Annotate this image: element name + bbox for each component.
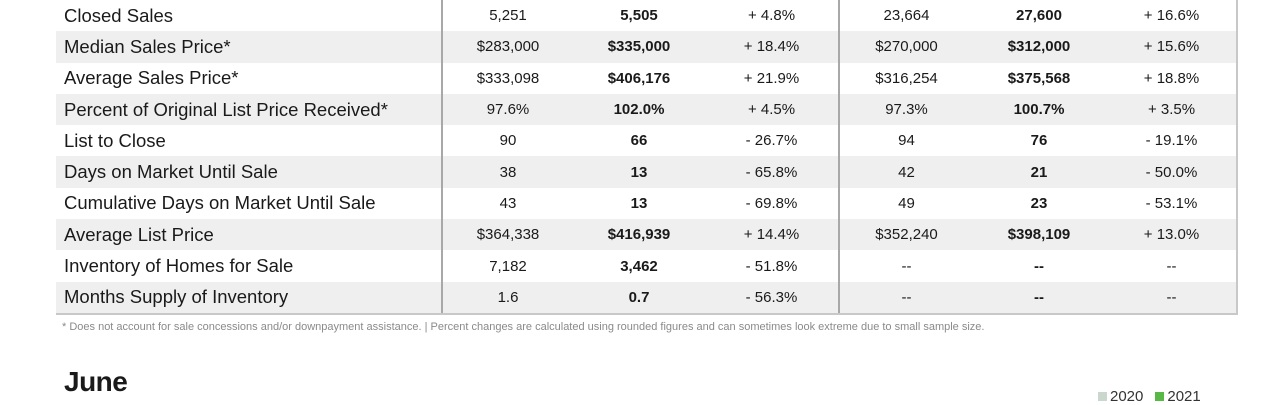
legend-label-2021: 2021 (1167, 388, 1201, 405)
cell-b: 5,505 (620, 7, 658, 25)
cell-d: 23,664 (838, 0, 973, 32)
cell-a: 90 (441, 125, 573, 157)
cell-f: + 13.0% (1105, 219, 1238, 251)
table-row: List to Close 90 66 - 26.7% 94 76 - 19.1% (56, 125, 1238, 157)
table-row: Months Supply of Inventory 1.6 0.7- 56.3% -… (56, 281, 1238, 313)
cell-f: -- (1166, 257, 1177, 275)
cell-e: -- (1034, 257, 1044, 275)
stats-table: Closed Sales 5,251 5,505 + 4.8% 23,664 27,600… (56, 0, 1239, 313)
cell-c: + 21.9% (743, 69, 800, 87)
row-label: Average Sales Price* (64, 67, 239, 89)
cell-a: $283,000 (441, 31, 573, 63)
table-row: Days on Market Until Sale 38 13- 65.8% 42 21… (56, 156, 1238, 188)
cell-b: $406,176 (607, 69, 671, 87)
cell-f: + 18.8% (1143, 69, 1200, 87)
row-label: List to Close (64, 129, 166, 151)
cell-f: - 50.0% (1105, 156, 1238, 188)
cell-c: - 69.8% (745, 194, 798, 212)
cell-a: 1.6 (441, 281, 573, 313)
cell-d: 94 (838, 125, 973, 157)
row-label: Cumulative Days on Market Until Sale (64, 192, 376, 214)
cell-d: $270,000 (838, 31, 973, 63)
row-label: Percent of Original List Price Received* (56, 93, 442, 126)
cell-c: - 56.3% (705, 281, 839, 313)
cell-c: - 26.7% (745, 132, 798, 150)
row-label: Months Supply of Inventory (56, 281, 442, 313)
section-title: June (64, 366, 128, 397)
cell-b: $416,939 (573, 219, 705, 251)
cell-c: + 4.5% (705, 93, 839, 126)
table-row: Percent of Original List Price Received*… (56, 93, 1238, 126)
table-row: Cumulative Days on Market Until Sale 43 13… (56, 187, 1238, 220)
cell-b: 3,462 (620, 257, 658, 275)
cell-d: 49 (838, 187, 973, 220)
stats-table-body: Closed Sales 5,251 5,505 + 4.8% 23,664 27,600… (56, 0, 1238, 313)
cell-e: $375,568 (1007, 69, 1071, 87)
row-label: Average List Price (56, 219, 442, 251)
cell-e: 23 (1030, 194, 1048, 212)
cell-e: $312,000 (973, 31, 1105, 63)
cell-b: 13 (630, 194, 648, 212)
cell-f: - 53.1% (1145, 194, 1198, 212)
chart-legend: 2020 2021 (1098, 388, 1201, 405)
cell-f: + 3.5% (1105, 93, 1238, 126)
cell-d: 97.3% (838, 93, 973, 126)
table-row: Closed Sales 5,251 5,505 + 4.8% 23,664 27,600… (56, 0, 1238, 32)
cell-f: + 16.6% (1143, 7, 1200, 25)
stats-table-container: Closed Sales 5,251 5,505 + 4.8% 23,664 27,600… (56, 0, 1238, 313)
cell-e: $398,109 (973, 219, 1105, 251)
cell-c: + 14.4% (705, 219, 839, 251)
cell-a: 38 (441, 156, 573, 188)
cell-e: 21 (973, 156, 1105, 188)
cell-c: + 4.8% (747, 7, 796, 25)
cell-d: -- (838, 250, 973, 282)
legend-item-2020: 2020 (1098, 388, 1143, 405)
cell-e: 100.7% (973, 93, 1105, 126)
cell-a: 97.6% (441, 93, 573, 126)
legend-swatch-2020 (1098, 392, 1107, 401)
cell-e: 27,600 (1016, 7, 1062, 25)
cell-e: 76 (1030, 132, 1048, 150)
row-label: Closed Sales (64, 4, 174, 26)
footnote: * Does not account for sale concessions … (62, 321, 985, 333)
table-row: Average Sales Price* $333,098 $406,176 + 21… (56, 62, 1238, 94)
cell-a: 7,182 (441, 250, 573, 282)
cell-c: - 51.8% (745, 257, 798, 275)
cell-b: $335,000 (573, 31, 705, 63)
cell-c: - 65.8% (705, 156, 839, 188)
cell-d: $352,240 (838, 219, 973, 251)
cell-d: 42 (838, 156, 973, 188)
table-row: Inventory of Homes for Sale 7,182 3,462 - 5… (56, 250, 1238, 282)
row-label: Days on Market Until Sale (56, 156, 442, 188)
cell-b: 13 (573, 156, 705, 188)
legend-item-2021: 2021 (1155, 388, 1201, 405)
cell-a: 5,251 (441, 0, 573, 32)
cell-b: 102.0% (573, 93, 705, 126)
cell-e: -- (973, 281, 1105, 313)
row-label: Median Sales Price* (56, 31, 442, 63)
cell-c: + 18.4% (705, 31, 839, 63)
table-row: Average List Price $364,338 $416,939 + 14.4… (56, 219, 1238, 251)
cell-d: $316,254 (838, 62, 973, 94)
row-label: Inventory of Homes for Sale (64, 255, 294, 277)
table-row: Median Sales Price* $283,000 $335,000 + 18.… (56, 31, 1238, 63)
cell-f: -- (1105, 281, 1238, 313)
legend-label-2020: 2020 (1110, 388, 1144, 405)
cell-a: 43 (441, 187, 573, 220)
table-bottom-border (56, 313, 1238, 315)
cell-a: $333,098 (441, 62, 573, 94)
table-right-border (1236, 0, 1238, 315)
cell-a: $364,338 (441, 219, 573, 251)
cell-b: 66 (630, 132, 648, 150)
cell-d: -- (838, 281, 973, 313)
cell-b: 0.7 (573, 281, 705, 313)
legend-swatch-2021 (1155, 392, 1165, 401)
cell-f: - 19.1% (1145, 132, 1198, 150)
cell-f: + 15.6% (1105, 31, 1238, 63)
